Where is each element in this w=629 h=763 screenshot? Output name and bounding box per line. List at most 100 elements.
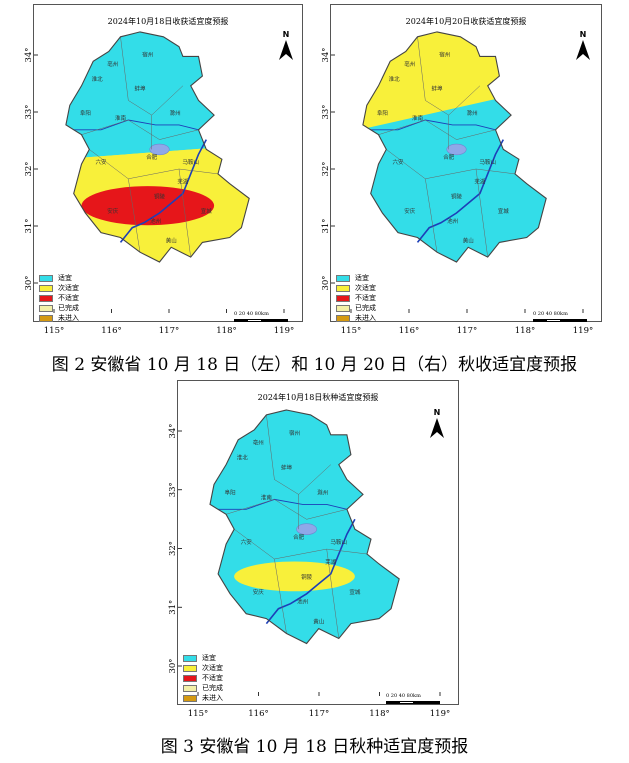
zone-band — [65, 144, 250, 189]
scale-bar: 0 20 40 80km — [386, 693, 442, 709]
city-boundary — [274, 558, 287, 634]
place-label: 铜陵 — [301, 573, 313, 581]
place-label: 宿州 — [289, 429, 300, 437]
province-outline — [209, 409, 400, 645]
legend-item: 未进入 — [183, 693, 223, 703]
legend-item: 次适宜 — [336, 283, 376, 293]
city-boundary — [234, 528, 368, 560]
city-boundary — [81, 119, 199, 140]
place-label: 安庆 — [404, 207, 416, 215]
city-boundary — [120, 36, 184, 116]
city-boundary — [475, 168, 488, 258]
lake-chaohu — [446, 143, 467, 156]
legend-item: 未进入 — [39, 313, 79, 323]
y-tick-label: 32° — [24, 161, 34, 176]
figure-2-caption: 图 2 安徽省 10 月 18 日（左）和 10 月 20 日（右）秋收适宜度预… — [51, 355, 578, 375]
place-label: 滁州 — [170, 109, 181, 117]
y-tick-label: 31° — [24, 218, 34, 233]
x-tick-label: 119° — [274, 326, 294, 336]
place-label: 淮北 — [237, 454, 249, 462]
place-label: 马鞍山 — [331, 538, 348, 546]
place-label: 六安 — [241, 538, 253, 546]
x-tick-label: 115° — [44, 326, 64, 336]
place-label: 宣城 — [201, 207, 213, 215]
place-label: 淮北 — [92, 75, 104, 83]
y-tick-label: 30° — [168, 658, 178, 673]
place-label: 滁州 — [317, 488, 328, 496]
place-label: 芜湖 — [177, 178, 189, 186]
scale-bar: 0 20 40 80km — [533, 311, 589, 327]
map-panel-planting-oct18: 宿州 淮北 蚌埠 阜阳 淮南 滁州 六安 合肥 马鞍山 芜湖 铜陵 宣城 安庆 池州 黄山 亳州 115° 116… — [168, 380, 459, 719]
city-boundary — [378, 119, 496, 140]
place-label: 芜湖 — [325, 558, 337, 566]
place-label: 淮南 — [115, 114, 127, 122]
place-label: 合肥 — [293, 533, 305, 541]
y-tick-label: 33° — [24, 104, 34, 119]
y-tick-label: 30° — [321, 275, 331, 290]
north-arrow-icon: N — [274, 30, 298, 62]
place-label: 阜阳 — [377, 109, 388, 117]
map-title: 2024年10月18日收获适宜度预报 — [107, 17, 229, 26]
x-tick-label: 115° — [188, 709, 208, 719]
legend-item: 适宜 — [336, 273, 376, 283]
place-label: 淮南 — [261, 493, 273, 501]
legend-item: 不适宜 — [183, 673, 223, 683]
y-tick-label: 33° — [168, 482, 178, 497]
place-label: 池州 — [447, 217, 458, 225]
place-label: 宣城 — [498, 207, 510, 215]
legend-item: 不适宜 — [39, 293, 79, 303]
legend-item: 次适宜 — [39, 283, 79, 293]
x-tick-label: 117° — [457, 326, 477, 336]
legend-item: 适宜 — [183, 653, 223, 663]
x-tick-label: 116° — [399, 326, 419, 336]
place-label: 宣城 — [349, 588, 361, 596]
x-tick-label: 119° — [573, 326, 593, 336]
place-label: 合肥 — [146, 153, 158, 161]
north-arrow-icon: N — [425, 408, 449, 440]
place-label: 蚌埠 — [281, 464, 293, 472]
place-label: 亳州 — [404, 60, 415, 68]
place-label: 铜陵 — [451, 192, 463, 200]
place-label: 蚌埠 — [134, 85, 146, 93]
place-label: 淮北 — [389, 75, 401, 83]
place-label: 阜阳 — [225, 488, 236, 496]
zone-layer — [65, 31, 250, 263]
city-boundary — [417, 36, 481, 116]
place-label: 六安 — [95, 158, 107, 166]
map-panel-harvest-oct18: 宿州 淮北 蚌埠 阜阳 淮南 滁州 六安 合肥 马鞍山 芜湖 铜陵 宣城 安庆 池州 黄山 亳州 115° 116… — [24, 4, 303, 336]
city-boundary — [89, 149, 219, 180]
figure-3-caption: 图 3 安徽省 10 月 18 日秋种适宜度预报 — [160, 737, 469, 757]
zone-blob — [234, 561, 355, 592]
map-title: 2024年10月18日秋种适宜度预报 — [257, 393, 379, 402]
place-label: 六安 — [392, 158, 404, 166]
x-tick-label: 118° — [369, 709, 389, 719]
place-label: 宿州 — [142, 50, 153, 58]
yangtze-river — [416, 139, 505, 243]
place-label: 安庆 — [107, 207, 119, 215]
place-label: 黄山 — [313, 618, 324, 626]
place-label: 黄山 — [166, 236, 177, 244]
legend: 适宜 次适宜 不适宜 已完成 未进入 — [39, 273, 79, 323]
y-tick-label: 31° — [321, 218, 331, 233]
place-label: 铜陵 — [154, 192, 166, 200]
legend: 适宜 次适宜 不适宜 已完成 未进入 — [183, 653, 223, 703]
legend-item: 次适宜 — [183, 663, 223, 673]
place-label: 安庆 — [253, 588, 265, 596]
y-tick-label: 32° — [321, 161, 331, 176]
x-tick-label: 116° — [101, 326, 121, 336]
zone-layer — [210, 410, 400, 644]
map-panel-harvest-oct20: 宿州 淮北 蚌埠 阜阳 淮南 滁州 六安 合肥 马鞍山 芜湖 铜陵 宣城 安庆 池州 黄山 亳州 115° 116… — [321, 4, 602, 336]
city-boundary — [266, 414, 331, 495]
place-label: 马鞍山 — [182, 158, 199, 166]
place-label: 池州 — [150, 217, 161, 225]
legend-item: 未进入 — [336, 313, 376, 323]
city-boundary — [226, 499, 347, 520]
place-label: 亳州 — [107, 60, 118, 68]
place-label: 池州 — [297, 598, 308, 606]
zone-layer — [362, 31, 547, 263]
scale-bar: 0 20 40 80km — [234, 311, 290, 327]
y-tick-label: 32° — [168, 541, 178, 556]
place-label: 亳州 — [253, 439, 264, 447]
